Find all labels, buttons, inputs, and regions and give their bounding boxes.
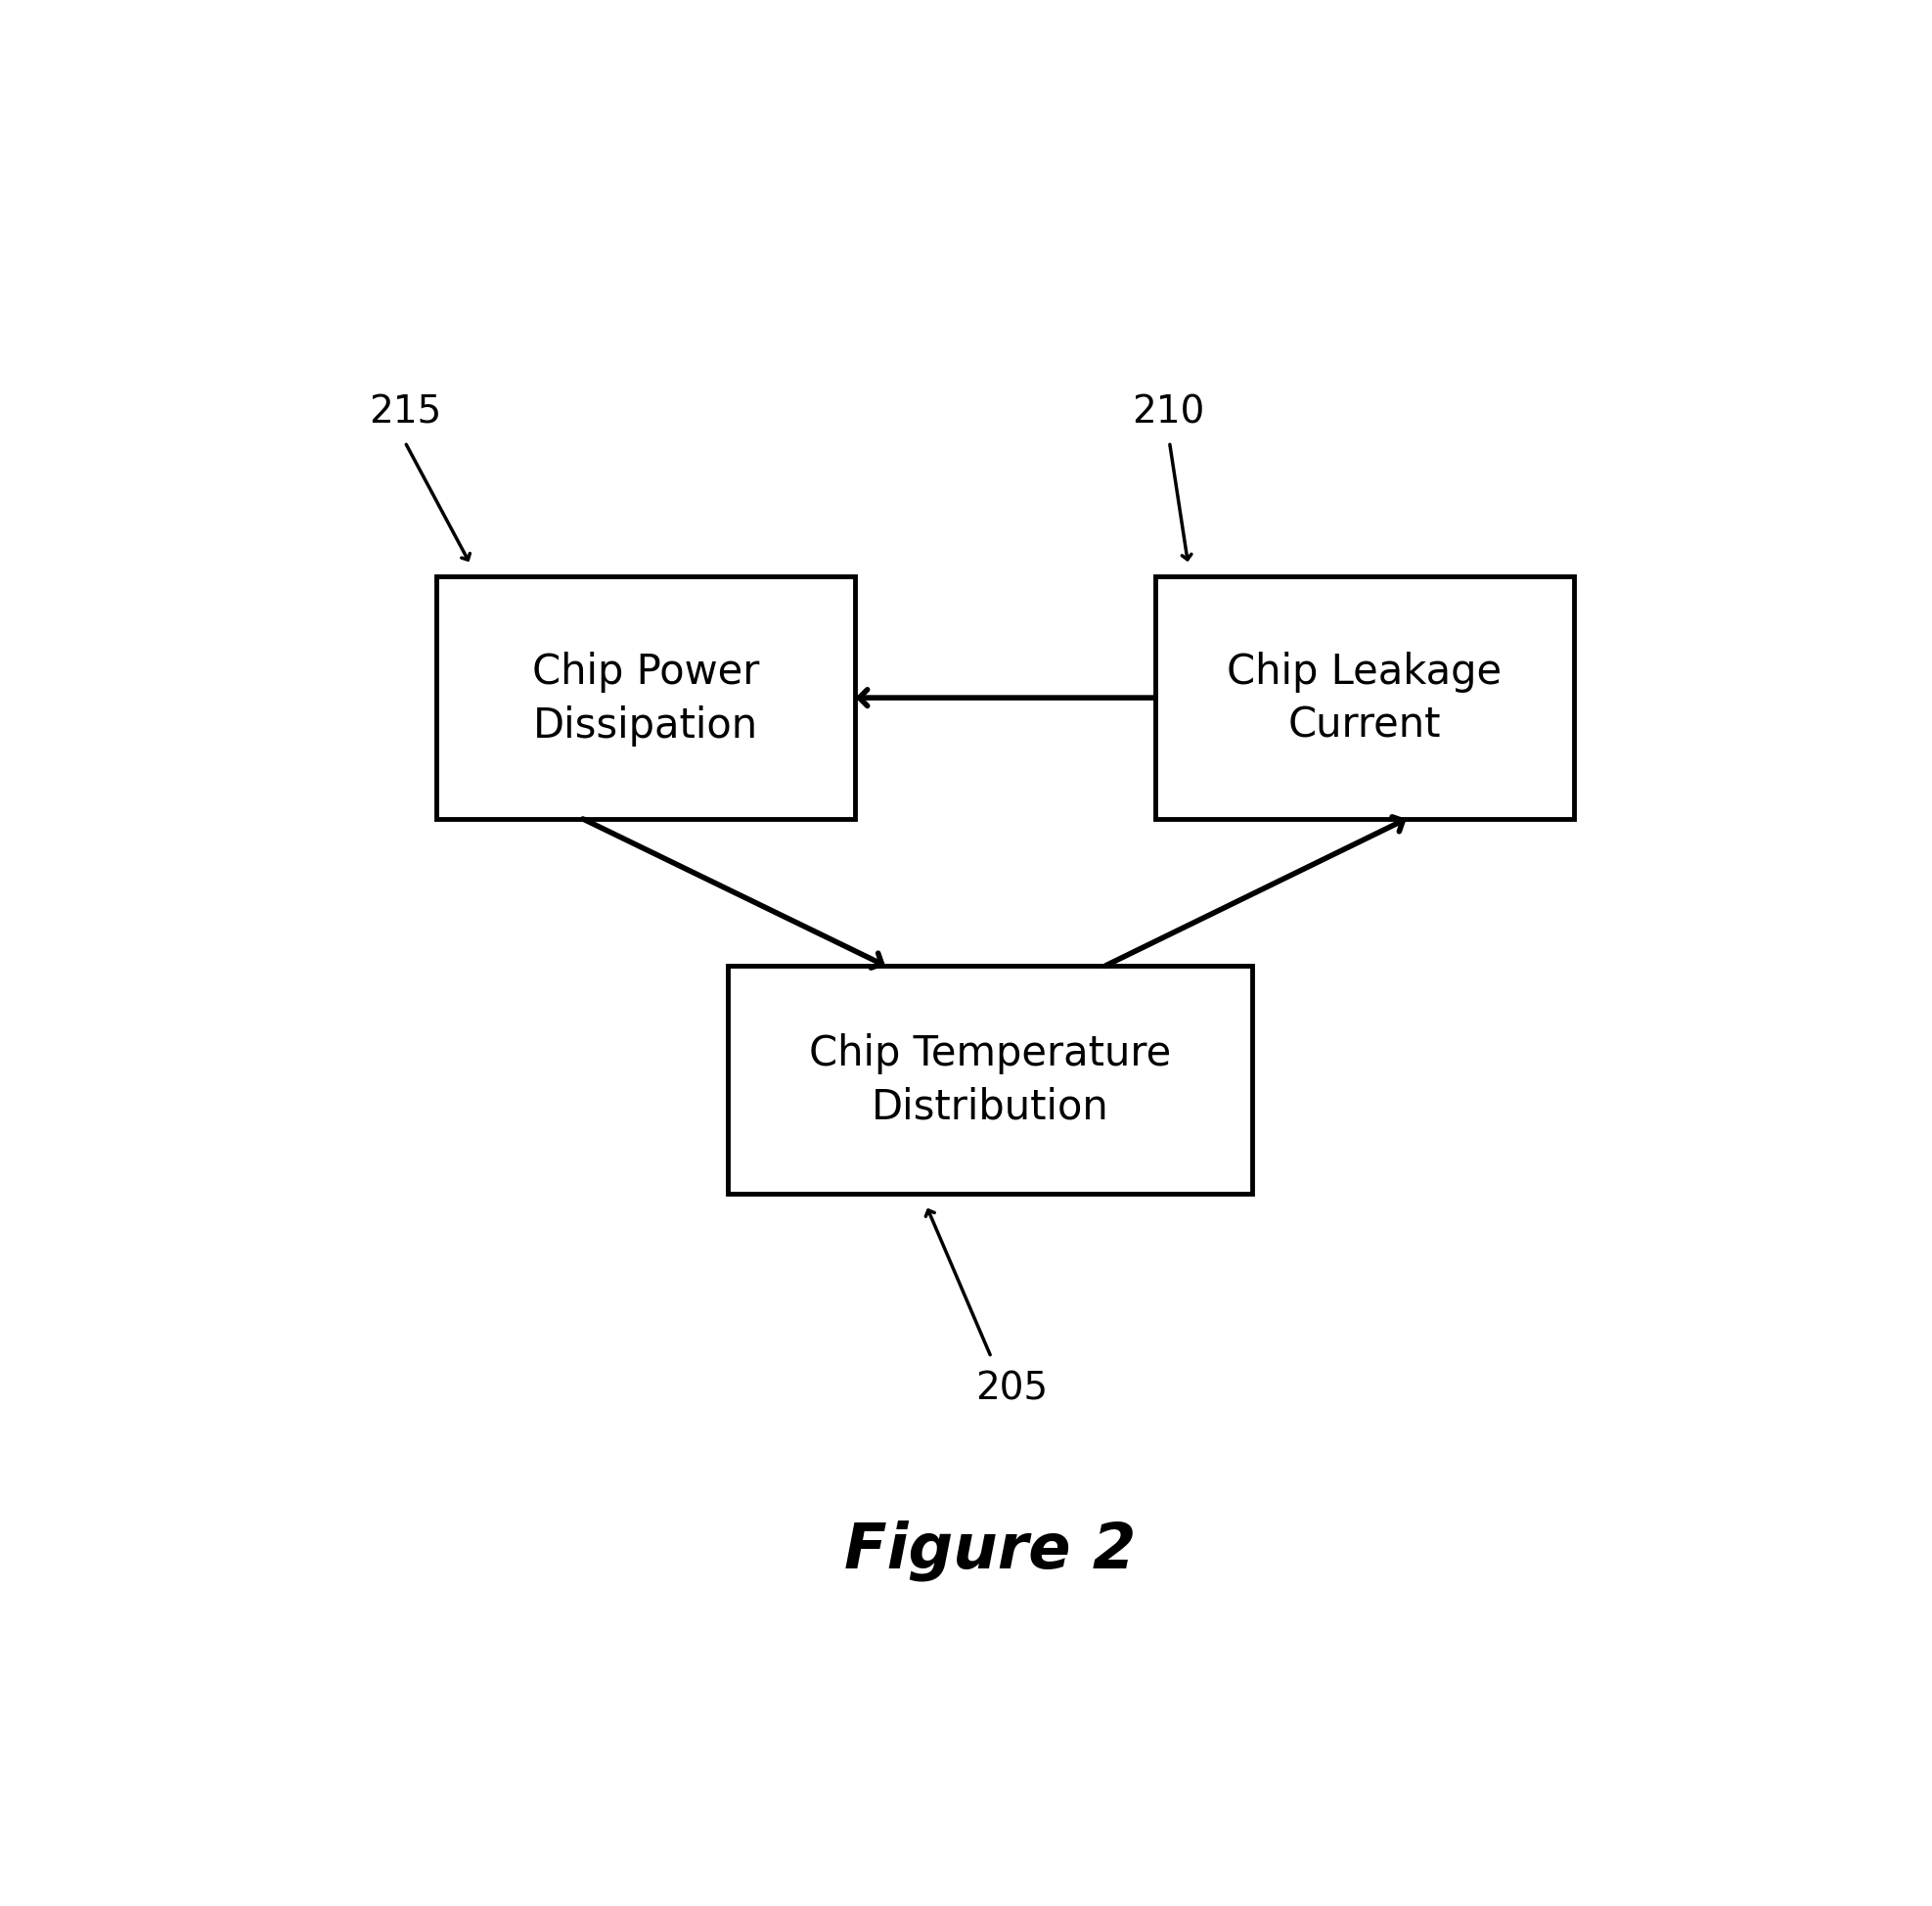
Bar bbox=[728, 966, 1252, 1193]
Bar bbox=[1155, 578, 1575, 820]
Text: 210: 210 bbox=[1132, 393, 1206, 431]
Text: Chip Temperature
Distribution: Chip Temperature Distribution bbox=[810, 1033, 1171, 1128]
Bar bbox=[437, 578, 856, 820]
Text: 215: 215 bbox=[369, 393, 440, 431]
Text: 205: 205 bbox=[976, 1370, 1047, 1407]
Text: Chip Leakage
Current: Chip Leakage Current bbox=[1227, 650, 1501, 745]
Text: Figure 2: Figure 2 bbox=[844, 1519, 1136, 1580]
Text: Chip Power
Dissipation: Chip Power Dissipation bbox=[531, 650, 759, 745]
